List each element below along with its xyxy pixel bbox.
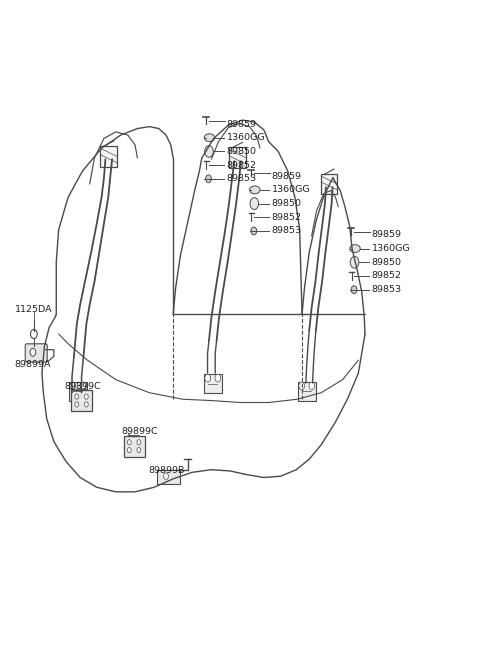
Text: 89852: 89852 xyxy=(272,213,301,222)
Bar xyxy=(123,436,144,457)
Text: 89853: 89853 xyxy=(227,174,257,183)
Circle shape xyxy=(137,440,141,445)
Text: 1360GG: 1360GG xyxy=(372,244,410,253)
Text: 89853: 89853 xyxy=(272,227,301,235)
Bar xyxy=(298,383,316,401)
Text: 89850: 89850 xyxy=(227,147,257,156)
Circle shape xyxy=(250,198,259,210)
Bar xyxy=(204,375,222,393)
Text: 1360GG: 1360GG xyxy=(227,133,265,142)
Circle shape xyxy=(215,374,221,382)
Text: 89850: 89850 xyxy=(372,258,402,267)
Text: 89899B: 89899B xyxy=(148,466,185,476)
Circle shape xyxy=(164,473,168,479)
Bar xyxy=(69,383,87,401)
Text: 89853: 89853 xyxy=(372,285,402,294)
Circle shape xyxy=(31,329,37,339)
Bar xyxy=(157,470,180,484)
Text: 1125DA: 1125DA xyxy=(15,305,52,314)
Circle shape xyxy=(127,447,131,453)
Circle shape xyxy=(205,175,211,183)
Circle shape xyxy=(80,382,86,390)
Text: 89859: 89859 xyxy=(372,231,402,239)
Circle shape xyxy=(205,374,211,382)
Bar xyxy=(71,390,92,411)
Text: 89899C: 89899C xyxy=(121,427,158,436)
Circle shape xyxy=(30,348,36,356)
Text: 89852: 89852 xyxy=(372,271,402,280)
Ellipse shape xyxy=(250,186,260,194)
Circle shape xyxy=(351,286,357,293)
FancyBboxPatch shape xyxy=(25,344,47,362)
Text: 89852: 89852 xyxy=(227,160,257,170)
Circle shape xyxy=(251,227,257,235)
Ellipse shape xyxy=(350,245,360,252)
Circle shape xyxy=(84,402,88,407)
Text: 89899A: 89899A xyxy=(15,360,51,369)
Text: 1360GG: 1360GG xyxy=(272,185,310,195)
FancyBboxPatch shape xyxy=(100,146,117,167)
Circle shape xyxy=(137,447,141,453)
FancyBboxPatch shape xyxy=(229,147,246,168)
Circle shape xyxy=(350,256,359,268)
Circle shape xyxy=(70,382,75,390)
Text: 89899C: 89899C xyxy=(64,382,101,390)
Circle shape xyxy=(204,145,213,157)
Circle shape xyxy=(75,402,79,407)
Text: 89859: 89859 xyxy=(227,119,257,128)
Circle shape xyxy=(84,394,88,400)
Circle shape xyxy=(75,394,79,400)
Text: 89850: 89850 xyxy=(272,199,301,208)
Circle shape xyxy=(309,382,315,390)
Ellipse shape xyxy=(204,134,215,141)
Circle shape xyxy=(299,382,305,390)
Text: 89859: 89859 xyxy=(272,172,301,181)
FancyBboxPatch shape xyxy=(321,174,337,194)
Circle shape xyxy=(127,440,131,445)
